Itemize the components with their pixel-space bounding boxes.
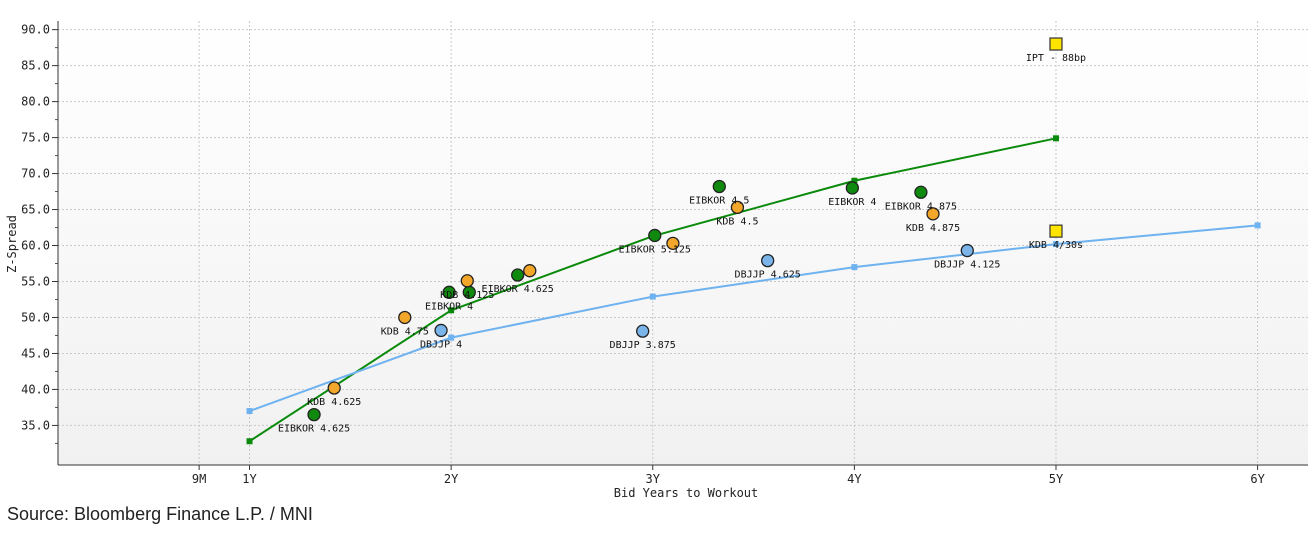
kdb-point-label: KDB 4.875 (906, 223, 960, 234)
y-tick-label: 70.0 (21, 167, 50, 181)
eibkor-point (442, 285, 456, 299)
y-tick-label: 75.0 (21, 131, 50, 145)
x-tick-label: 1Y (242, 472, 257, 486)
y-tick-label: 55.0 (21, 274, 50, 288)
ipt-point (1049, 37, 1063, 51)
y-tick-label: 50.0 (21, 310, 50, 324)
eibkor-point-label: EIBKOR 4.875 (885, 201, 957, 212)
y-tick-label: 45.0 (21, 346, 50, 360)
dbjjp-point-label: DBJJP 4.125 (934, 260, 1000, 271)
kdb-point (666, 236, 680, 251)
kdb-point (730, 200, 745, 215)
eibkor-point (845, 181, 860, 195)
x-tick-label: 9M (192, 472, 206, 486)
dbjjp-point (761, 253, 775, 268)
blue-curve-marker (1254, 222, 1261, 229)
y-tick-label: 40.0 (21, 382, 50, 396)
eibkor-point-label: EIBKOR 4.625 (482, 284, 554, 295)
chart-area: 35.0 40.0 45.0 50.0 55.0 60.0 65.0 70.0 75.0 80.0… (5, 21, 1308, 500)
kdb-point (460, 274, 474, 288)
eibkor-point (712, 179, 726, 194)
ipt-point-label: KDB 4/30s (1029, 240, 1083, 251)
y-tick-label: 90.0 (21, 23, 50, 37)
dbjjp-point-label: DBJJP 4 (420, 339, 462, 350)
dbjjp-point-label: DBJJP 3.875 (610, 340, 676, 351)
kdb-point-label: KDB 4.5 (716, 216, 758, 227)
dbjjp-point-label: DBJJP 4.625 (735, 270, 801, 281)
plot-background (58, 21, 1308, 465)
source-note: Source: Bloomberg Finance L.P. / MNI (7, 504, 313, 524)
dbjjp-point (636, 324, 650, 338)
y-tick-label: 35.0 (21, 418, 50, 432)
green-curve-marker (1052, 135, 1059, 142)
kdb-point (398, 310, 412, 325)
blue-curve-marker (851, 264, 858, 271)
y-tick-label: 80.0 (21, 95, 50, 109)
dbjjp-point (434, 323, 448, 338)
green-curve-marker (448, 307, 455, 314)
eibkor-point-label: EIBKOR 4.625 (278, 424, 350, 435)
kdb-point-label: KDB 4.75 (381, 326, 429, 337)
x-axis-title: Bid Years to Workout (614, 486, 759, 500)
green-curve-marker (246, 438, 253, 445)
eibkor-point (307, 407, 321, 422)
blue-curve-marker (1052, 241, 1059, 248)
y-tick-label: 60.0 (21, 239, 50, 253)
blue-curve-marker (448, 334, 455, 341)
eibkor-point-label: EIBKOR 4 (425, 301, 473, 312)
blue-curve-marker (649, 293, 656, 300)
kdb-point (926, 207, 940, 221)
eibkor-point (648, 228, 662, 243)
x-tick-label: 5Y (1049, 472, 1064, 486)
y-axis-title: Z-Spread (5, 215, 19, 273)
x-tick-label: 2Y (444, 472, 459, 486)
x-tick-label: 6Y (1250, 472, 1265, 486)
y-tick-label: 65.0 (21, 203, 50, 217)
eibkor-point (914, 185, 928, 199)
y-tick-label: 85.0 (21, 59, 50, 73)
kdb-point-label: KDB 4.625 (307, 397, 361, 408)
x-tick-label: 4Y (847, 472, 862, 486)
kdb-point-label: KDB 4.125 (440, 290, 494, 301)
kdb-point (523, 264, 537, 278)
kdb-point (327, 381, 341, 395)
eibkor-point (511, 268, 525, 282)
eibkor-point-label: EIBKOR 4 (828, 197, 876, 208)
green-curve-marker (851, 177, 858, 184)
x-tick-label: 3Y (646, 472, 661, 486)
dbjjp-point (960, 243, 974, 258)
ipt-point (1049, 224, 1063, 238)
blue-curve-marker (246, 408, 253, 415)
ipt-point-label: IPT - 88bp (1026, 53, 1086, 64)
z-spread-chart: 35.0 40.0 45.0 50.0 55.0 60.0 65.0 70.0 75.0 80.0… (5, 21, 1308, 500)
eibkor-point-label: EIBKOR 5.125 (619, 244, 691, 255)
blue-curve-line (249, 224, 1258, 412)
eibkor-point-label: EIBKOR 4.5 (689, 196, 749, 207)
